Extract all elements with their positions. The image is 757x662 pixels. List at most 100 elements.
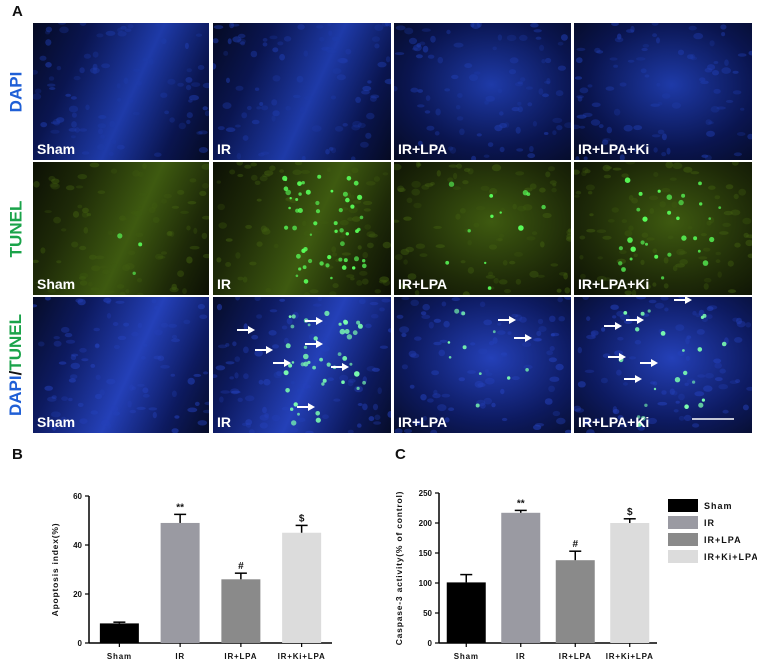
tissue-nucleus [529,183,537,190]
tissue-nucleus [545,57,552,64]
micrograph-dapi-1: IR [213,23,391,160]
micrograph-merge-3: IR+LPA+Ki [574,297,752,433]
tissue-nucleus [225,127,236,132]
tissue-nucleus [584,169,591,174]
tissue-nucleus [78,276,87,280]
tissue-nucleus [350,277,355,281]
tissue-nucleus [58,361,67,365]
tunel-positive-cell [342,191,348,197]
tissue-nucleus [703,247,711,252]
tissue-nucleus [656,82,661,87]
tissue-nucleus [33,93,42,100]
tissue-nucleus [708,185,716,190]
tissue-nucleus [451,74,459,80]
tissue-nucleus [469,74,478,82]
tissue-nucleus [722,222,731,227]
tissue-nucleus [401,364,408,370]
tissue-nucleus [155,253,164,260]
panel-c-letter: C [395,446,406,463]
tissue-nucleus [379,276,390,283]
tissue-nucleus [355,96,361,103]
tunel-positive-cell [676,216,680,221]
tissue-nucleus [624,290,632,295]
micrograph-label: IR [217,414,231,430]
tissue-nucleus [555,363,564,371]
tissue-nucleus [272,75,281,82]
arrow-icon [237,326,255,334]
tunel-positive-cell [333,221,338,226]
tunel-positive-cell [698,402,704,408]
tunel-positive-cell [507,376,511,380]
tissue-nucleus [603,174,612,179]
tissue-nucleus [44,297,51,301]
tissue-nucleus [362,403,368,411]
tissue-nucleus [154,23,161,27]
tissue-nucleus [129,409,137,414]
bar-sham [446,582,486,643]
tissue-nucleus [251,334,259,340]
arrow-icon [604,322,622,330]
tissue-nucleus [467,267,475,274]
tissue-nucleus [688,25,697,31]
tissue-nucleus [697,374,706,378]
tissue-nucleus [435,244,445,249]
tissue-nucleus [250,50,258,58]
tissue-nucleus [517,81,523,85]
tissue-nucleus [169,287,179,293]
tissue-nucleus [231,390,241,394]
tissue-nucleus [148,407,158,411]
tissue-nucleus [325,148,330,155]
tissue-nucleus [727,289,737,294]
caspase-3-activity-chart: 0 50 100 150 200 250 Caspase-3 activity(% of c… [394,489,657,661]
tunel-positive-cell [343,319,348,324]
tissue-nucleus [493,212,503,218]
tissue-nucleus [404,27,414,35]
tissue-nucleus [347,217,354,222]
tunel-positive-cell [309,233,313,236]
tissue-nucleus [370,94,380,99]
tissue-nucleus [342,123,348,127]
tunel-positive-cell [289,197,292,200]
tissue-nucleus [660,297,669,301]
tissue-nucleus [517,205,527,212]
tissue-nucleus [77,402,84,407]
tunel-positive-cell [301,181,305,185]
tissue-nucleus [535,36,542,40]
tissue-nucleus [527,102,533,107]
tissue-nucleus [183,319,191,325]
tunel-positive-cell [697,249,701,253]
tissue-nucleus [161,38,167,45]
tunel-positive-cell [132,271,136,275]
tissue-nucleus [45,62,52,68]
tissue-nucleus [384,78,391,85]
tunel-positive-cell [334,229,338,233]
tissue-nucleus [424,110,431,114]
x-tick-label: IR [516,652,526,661]
tissue-nucleus [284,337,289,344]
tissue-nucleus [417,89,423,93]
tissue-nucleus [714,362,722,369]
tissue-nucleus [81,358,89,362]
tissue-nucleus [530,23,539,28]
tissue-nucleus [137,322,143,329]
tunel-positive-cell [346,176,352,181]
tissue-nucleus [248,429,255,433]
tissue-nucleus [552,410,561,417]
tissue-nucleus [621,219,627,224]
tissue-nucleus [202,409,209,414]
tissue-nucleus [521,342,532,347]
tissue-nucleus [365,323,372,329]
tissue-nucleus [579,125,586,129]
tunel-positive-cell [288,363,293,368]
tissue-nucleus [471,155,477,160]
tunel-positive-cell [357,194,363,200]
tissue-nucleus [328,30,333,36]
tissue-nucleus [685,337,690,345]
tissue-nucleus [666,147,671,155]
tissue-nucleus [290,381,295,385]
tunel-positive-cell [448,356,452,359]
tissue-nucleus [453,172,458,180]
tissue-nucleus [417,140,423,147]
tissue-nucleus [590,119,601,126]
tissue-nucleus [401,332,407,338]
